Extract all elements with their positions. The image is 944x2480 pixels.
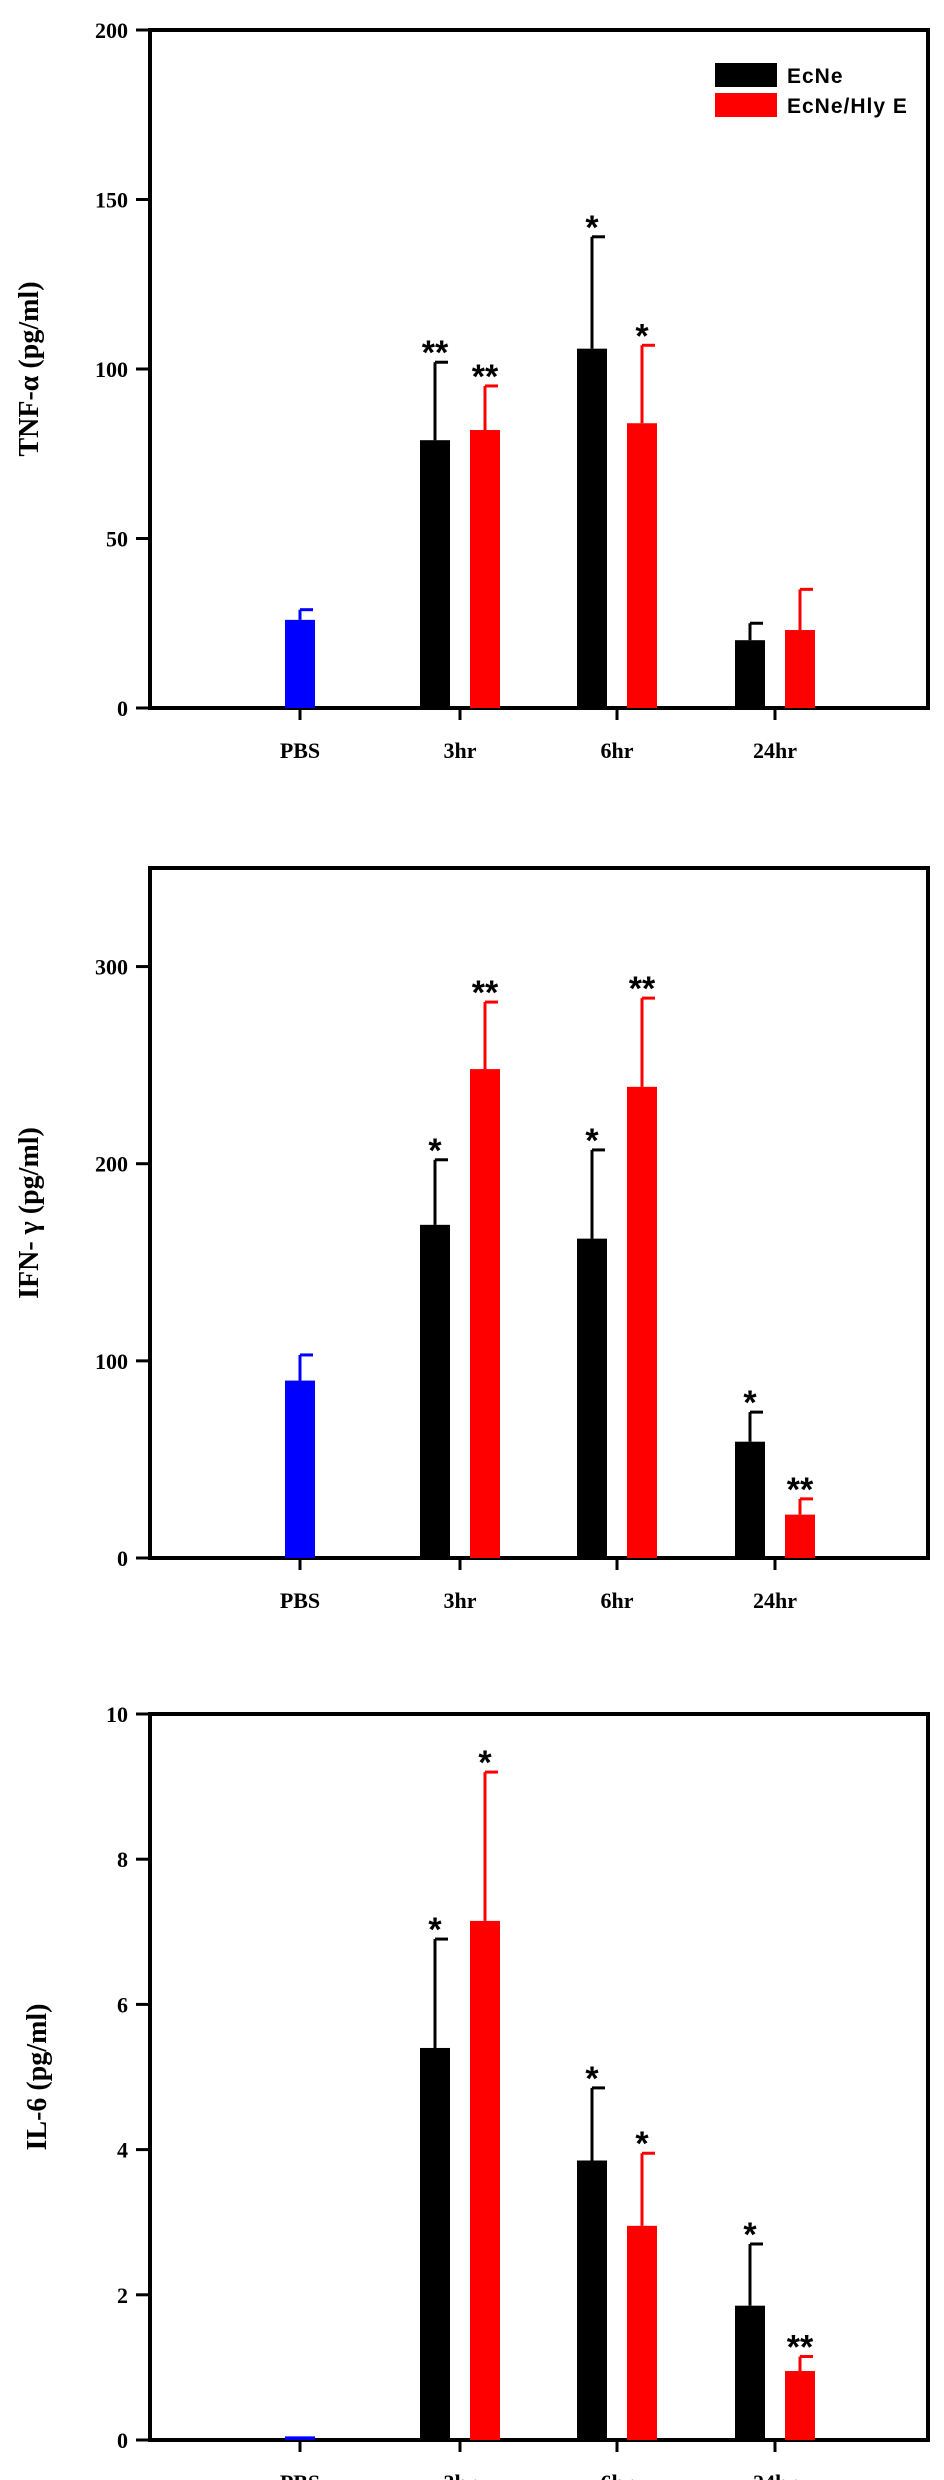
bar	[470, 1920, 500, 2440]
bar	[735, 1441, 765, 1558]
significance-mark: **	[629, 970, 656, 1008]
bar	[285, 2436, 315, 2440]
y-tick-label: 150	[95, 188, 128, 213]
y-tick-label: 10	[106, 1702, 128, 1727]
x-tick-label: 6hr	[601, 1588, 634, 1613]
bar	[785, 1514, 815, 1558]
legend-label: EcNe	[787, 65, 844, 88]
bar	[735, 2305, 765, 2440]
x-tick-label: PBS	[280, 738, 320, 763]
legend-swatch	[715, 63, 777, 87]
bar	[627, 2225, 657, 2440]
significance-mark: *	[743, 2216, 757, 2254]
x-tick-label: 24hr	[753, 738, 797, 763]
bar	[420, 1224, 450, 1558]
y-tick-label: 0	[117, 696, 128, 721]
y-tick-label: 100	[95, 1349, 128, 1374]
x-tick-label: 3hr	[444, 2470, 477, 2480]
bar	[420, 440, 450, 708]
bar	[785, 2371, 815, 2440]
bar	[285, 619, 315, 708]
significance-mark: **	[422, 334, 449, 372]
chart-panel-3: 0246810PBS3hr6hr24hrIL-6 (pg/ml)*******	[22, 1702, 930, 2480]
plot-frame	[148, 28, 930, 710]
significance-mark: *	[585, 209, 599, 247]
y-tick-label: 0	[117, 2428, 128, 2453]
y-tick-label: 100	[95, 357, 128, 382]
legend: EcNe EcNe/Hly E	[715, 63, 908, 118]
significance-mark: *	[585, 1122, 599, 1160]
bar	[627, 1086, 657, 1558]
bar	[470, 1069, 500, 1558]
x-tick-label: 6hr	[601, 738, 634, 763]
bar	[470, 430, 500, 708]
significance-mark: **	[472, 974, 499, 1012]
x-tick-label: 6hr	[601, 2470, 634, 2480]
bar	[577, 2160, 607, 2440]
y-tick-label: 200	[95, 18, 128, 43]
significance-mark: *	[428, 1132, 442, 1170]
y-axis-label: IL-6 (pg/ml)	[22, 2004, 53, 2151]
y-tick-label: 50	[106, 527, 128, 552]
plot-frame	[148, 866, 930, 1560]
plot-frame	[148, 1712, 930, 2442]
bar	[627, 423, 657, 708]
significance-mark: *	[428, 1911, 442, 1949]
legend-swatch	[715, 93, 777, 117]
x-tick-label: PBS	[280, 2470, 320, 2480]
x-tick-label: 3hr	[444, 738, 477, 763]
bar	[785, 630, 815, 708]
x-tick-label: PBS	[280, 1588, 320, 1613]
significance-mark: **	[787, 1471, 814, 1509]
significance-mark: *	[635, 2125, 649, 2163]
y-tick-label: 0	[117, 1546, 128, 1571]
y-axis-label: IFN- γ (pg/ml)	[14, 1127, 45, 1299]
y-tick-label: 8	[117, 1847, 128, 1872]
legend-label: EcNe/Hly E	[787, 95, 908, 118]
bar	[577, 1238, 607, 1558]
bar	[577, 348, 607, 708]
significance-mark: *	[585, 2060, 599, 2098]
significance-mark: *	[743, 1384, 757, 1422]
y-tick-label: 2	[117, 2283, 128, 2308]
y-axis-label: TNF-α (pg/ml)	[14, 281, 45, 456]
y-tick-label: 300	[95, 955, 128, 980]
significance-mark: **	[472, 358, 499, 396]
significance-mark: *	[635, 317, 649, 355]
y-tick-label: 200	[95, 1152, 128, 1177]
y-tick-label: 6	[117, 1992, 128, 2017]
bar	[735, 640, 765, 708]
bar	[285, 1380, 315, 1558]
x-tick-label: 24hr	[753, 2470, 797, 2480]
significance-mark: **	[787, 2329, 814, 2367]
x-tick-label: 3hr	[444, 1588, 477, 1613]
bar	[420, 2047, 450, 2440]
x-tick-label: 24hr	[753, 1588, 797, 1613]
significance-mark: *	[478, 1744, 492, 1782]
y-tick-label: 4	[117, 2138, 128, 2163]
